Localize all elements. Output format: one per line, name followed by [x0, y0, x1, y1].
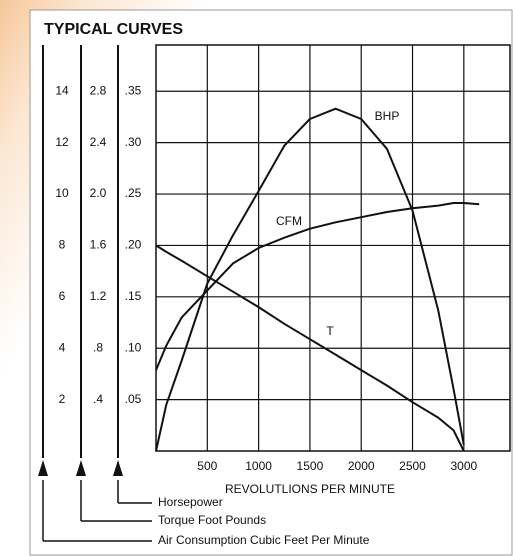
y-tick-label: .05: [125, 392, 142, 406]
y3-tick-label: 6: [59, 289, 66, 303]
arrow: [76, 460, 86, 476]
series-label: T: [326, 324, 334, 338]
x-tick-label: 1000: [245, 459, 272, 473]
chart-title: TYPICAL CURVES: [44, 21, 183, 38]
y-axis-label: Horsepower: [158, 495, 223, 509]
series-label: BHP: [375, 109, 400, 123]
y-tick-label: .25: [125, 186, 142, 200]
y3-tick-label: 10: [55, 186, 69, 200]
y-tick-label: .30: [125, 135, 142, 149]
y2-tick-label: 1.6: [90, 238, 107, 252]
y2-axis-label: Torque Foot Pounds: [158, 513, 266, 527]
y-tick-label: .35: [125, 83, 142, 97]
y2-tick-label: 2.4: [90, 135, 107, 149]
y-tick-label: .15: [125, 289, 142, 303]
y-tick-label: .20: [125, 238, 142, 252]
y3-axis-label: Air Consumption Cubic Feet Per Minute: [158, 533, 370, 547]
y3-tick-label: 8: [59, 238, 66, 252]
y2-tick-label: 1.2: [90, 289, 107, 303]
y3-tick-label: 4: [59, 340, 66, 354]
y2-tick-label: .8: [93, 340, 103, 354]
y2-tick-label: 2.8: [90, 83, 107, 97]
y3-tick-label: 14: [55, 83, 69, 97]
curve: [155, 202, 480, 371]
x-axis-label: REVOLUTLIONS PER MINUTE: [225, 482, 395, 496]
arrow: [113, 460, 123, 476]
x-tick-label: 2500: [399, 459, 426, 473]
y-tick-label: .10: [125, 340, 142, 354]
y2-tick-label: .4: [93, 392, 103, 406]
arrow: [38, 460, 48, 476]
x-tick-label: 3000: [450, 459, 477, 473]
plot-frame: [155, 44, 511, 452]
x-tick-label: 1500: [297, 459, 324, 473]
series-label: CFM: [276, 214, 302, 228]
y2-tick-label: 2.0: [90, 186, 107, 200]
y3-tick-label: 2: [59, 392, 66, 406]
y3-tick-label: 12: [55, 135, 69, 149]
x-tick-label: 2000: [348, 459, 375, 473]
curve: [155, 244, 465, 452]
scale-legend: [42, 480, 152, 542]
x-tick-label: 500: [197, 459, 217, 473]
arrows: [38, 460, 123, 476]
curve: [155, 107, 465, 452]
